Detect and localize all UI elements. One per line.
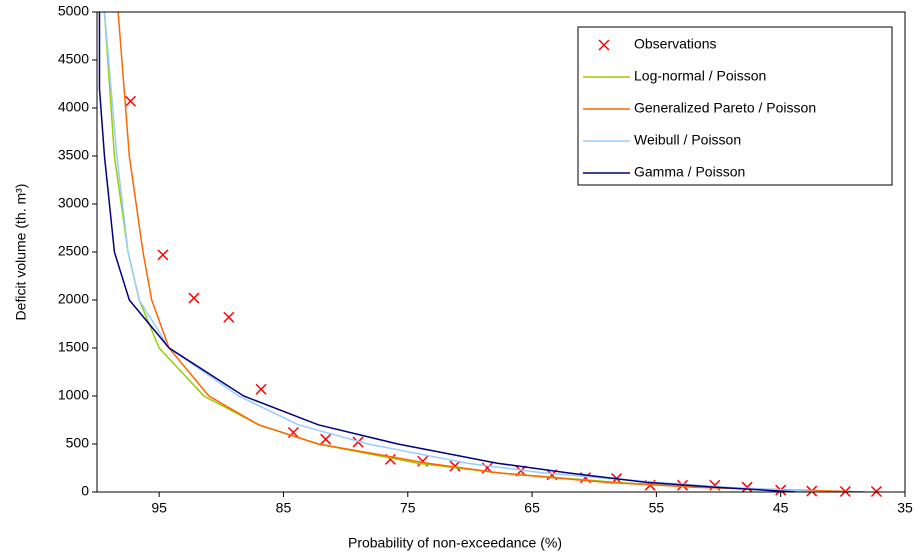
y-tick-label: 2500: [58, 243, 89, 259]
legend-marker: [598, 39, 610, 51]
y-tick-label: 4500: [58, 51, 89, 67]
marker: [157, 249, 169, 261]
marker: [188, 292, 200, 304]
y-tick-label: 1500: [58, 339, 89, 355]
x-tick-label: 35: [897, 500, 913, 516]
x-tick-label: 55: [649, 500, 665, 516]
marker: [125, 95, 137, 107]
marker: [709, 479, 721, 491]
y-tick-label: 500: [66, 435, 90, 451]
x-tick-label: 85: [276, 500, 292, 516]
marker: [223, 311, 235, 323]
y-tick-label: 2000: [58, 291, 89, 307]
y-tick-label: 4000: [58, 99, 89, 115]
x-tick-label: 75: [400, 500, 416, 516]
y-tick-label: 0: [81, 483, 89, 499]
marker: [320, 433, 332, 445]
x-axis-label: Probability of non-exceedance (%): [348, 535, 562, 551]
marker: [449, 460, 461, 472]
marker: [352, 436, 364, 448]
legend-label: Gamma / Poisson: [634, 164, 745, 180]
series-line: [98, 12, 796, 492]
legend-label: Observations: [634, 36, 716, 52]
plot-frame: [96, 11, 906, 493]
y-tick-label: 1000: [58, 387, 89, 403]
y-tick-label: 3500: [58, 147, 89, 163]
x-tick-label: 95: [151, 500, 167, 516]
legend-label: Log-normal / Poisson: [634, 68, 766, 84]
marker: [741, 481, 753, 493]
marker: [255, 383, 267, 395]
legend-label: Weibull / Poisson: [634, 132, 741, 148]
y-tick-label: 3000: [58, 195, 89, 211]
x-tick-label: 65: [524, 500, 540, 516]
legend-box: [577, 26, 893, 186]
x-tick-label: 45: [773, 500, 789, 516]
marker: [287, 426, 299, 439]
legend-label: Generalized Pareto / Poisson: [634, 100, 816, 116]
y-axis-label: Deficit volume (th. m³): [13, 184, 29, 321]
y-tick-label: 5000: [58, 3, 89, 19]
series-line: [117, 12, 866, 492]
